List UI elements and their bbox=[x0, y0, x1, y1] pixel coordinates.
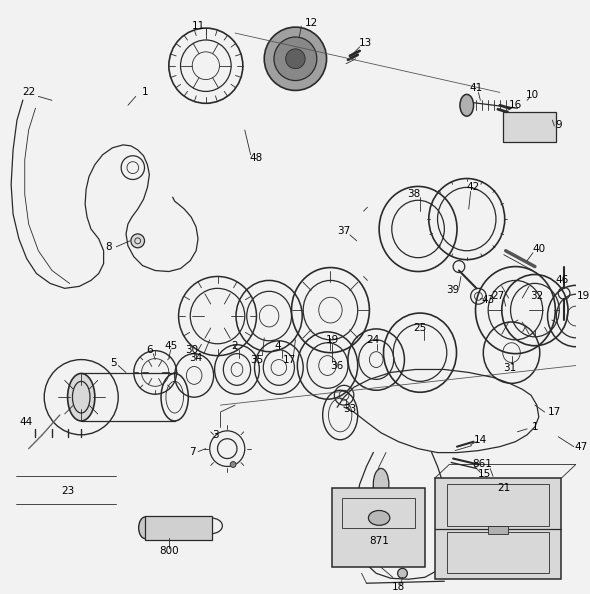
Ellipse shape bbox=[373, 469, 389, 500]
Text: 19: 19 bbox=[577, 291, 590, 301]
Bar bbox=[342, 498, 415, 528]
Text: 33: 33 bbox=[343, 404, 356, 414]
Polygon shape bbox=[23, 429, 97, 437]
Text: 35: 35 bbox=[250, 355, 263, 365]
Ellipse shape bbox=[131, 234, 145, 248]
Text: 18: 18 bbox=[392, 582, 405, 592]
Ellipse shape bbox=[460, 94, 474, 116]
Text: 44: 44 bbox=[19, 417, 32, 427]
Bar bbox=[332, 488, 425, 567]
Bar bbox=[488, 526, 507, 534]
Text: 6: 6 bbox=[146, 345, 153, 355]
Text: 31: 31 bbox=[503, 362, 516, 372]
Text: 41: 41 bbox=[470, 84, 483, 93]
Text: 10: 10 bbox=[526, 90, 539, 100]
Text: 30: 30 bbox=[186, 345, 199, 355]
Text: 19: 19 bbox=[326, 335, 339, 345]
Text: 43: 43 bbox=[481, 295, 495, 305]
Text: 2: 2 bbox=[232, 341, 238, 350]
Text: 40: 40 bbox=[532, 244, 545, 254]
Text: 15: 15 bbox=[478, 469, 491, 479]
Text: 871: 871 bbox=[369, 536, 389, 546]
Text: 46: 46 bbox=[556, 276, 569, 286]
Text: 47: 47 bbox=[574, 442, 587, 451]
Text: 9: 9 bbox=[555, 120, 562, 130]
Ellipse shape bbox=[274, 37, 317, 81]
Text: 23: 23 bbox=[61, 486, 74, 496]
Text: 14: 14 bbox=[474, 435, 487, 445]
Ellipse shape bbox=[368, 510, 390, 525]
Text: 24: 24 bbox=[366, 335, 380, 345]
Text: 861: 861 bbox=[473, 460, 492, 469]
Text: 38: 38 bbox=[408, 189, 421, 200]
Text: 22: 22 bbox=[22, 87, 35, 97]
Text: 34: 34 bbox=[189, 353, 203, 362]
Text: 12: 12 bbox=[304, 18, 317, 28]
Text: 37: 37 bbox=[337, 226, 350, 236]
Bar bbox=[447, 532, 549, 573]
Bar bbox=[503, 112, 556, 142]
Text: 1: 1 bbox=[532, 422, 538, 432]
Text: 42: 42 bbox=[466, 182, 479, 192]
Text: 1: 1 bbox=[142, 87, 149, 97]
Text: 11: 11 bbox=[191, 21, 205, 31]
Text: 7: 7 bbox=[189, 447, 195, 457]
Text: 8: 8 bbox=[105, 242, 112, 252]
Text: 16: 16 bbox=[509, 100, 522, 110]
Text: ereplacementparts.com: ereplacementparts.com bbox=[205, 405, 372, 419]
Ellipse shape bbox=[398, 568, 407, 579]
Text: 17: 17 bbox=[548, 407, 561, 417]
Polygon shape bbox=[13, 437, 118, 549]
Bar bbox=[447, 484, 549, 526]
Text: 800: 800 bbox=[159, 545, 179, 555]
Text: 4: 4 bbox=[274, 341, 281, 350]
Text: 45: 45 bbox=[164, 341, 178, 350]
Ellipse shape bbox=[230, 462, 236, 467]
Bar bbox=[435, 478, 561, 579]
Text: 36: 36 bbox=[330, 361, 343, 371]
Ellipse shape bbox=[286, 49, 305, 69]
Text: 48: 48 bbox=[250, 153, 263, 163]
Polygon shape bbox=[17, 96, 64, 115]
Bar bbox=[146, 516, 212, 540]
Text: 27: 27 bbox=[491, 291, 504, 301]
Ellipse shape bbox=[139, 517, 152, 539]
Text: 25: 25 bbox=[414, 323, 427, 333]
Ellipse shape bbox=[68, 374, 95, 421]
Text: 32: 32 bbox=[530, 291, 543, 301]
Text: 39: 39 bbox=[447, 285, 460, 295]
Text: 5: 5 bbox=[110, 358, 117, 368]
Text: 21: 21 bbox=[497, 484, 510, 493]
Polygon shape bbox=[451, 482, 498, 496]
Ellipse shape bbox=[264, 27, 326, 90]
Text: 13: 13 bbox=[359, 38, 372, 48]
Text: 3: 3 bbox=[212, 430, 219, 440]
Text: 17: 17 bbox=[283, 355, 296, 365]
